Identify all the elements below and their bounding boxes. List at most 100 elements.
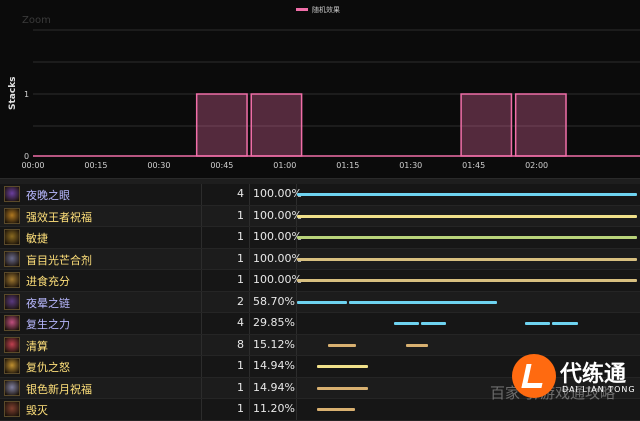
y-axis-ticks: 01 [24, 90, 29, 161]
buff-row[interactable]: 夜晕之链 2 58.70% [0, 291, 640, 313]
buff-uptime: 100.00% [253, 251, 302, 265]
stacks-chart: Zoom 随机效果 Stacks 01 00:00 00:15 00:30 00:45… [0, 0, 640, 178]
chart-grid [33, 29, 640, 127]
column-divider [296, 184, 297, 205]
buff-uptime: 29.85% [253, 316, 295, 329]
x-tick-label: 01:00 [273, 161, 296, 170]
buff-uptime: 11.20% [253, 402, 295, 415]
buff-row[interactable]: 复仇之怒 1 14.94% [0, 356, 640, 378]
column-divider [249, 291, 250, 312]
uptime-segment [421, 322, 446, 325]
buff-row[interactable]: 银色新月祝福 1 14.94% [0, 377, 640, 399]
buff-row[interactable]: 清算 8 15.12% [0, 334, 640, 356]
buff-row[interactable]: 盲目光芒合剂 1 100.00% [0, 248, 640, 270]
buff-uptime: 100.00% [253, 230, 302, 243]
column-divider [296, 377, 297, 398]
agility-icon [4, 229, 20, 245]
buff-count: 1 [237, 230, 244, 243]
column-divider [249, 356, 250, 377]
buff-row[interactable]: 夜晚之眼 4 100.00% [0, 184, 640, 206]
column-divider [296, 270, 297, 291]
column-divider [296, 205, 297, 226]
buff-count: 1 [237, 359, 244, 372]
column-divider [296, 227, 297, 248]
column-divider [201, 205, 202, 226]
buff-count: 1 [237, 273, 244, 286]
column-divider [249, 313, 250, 334]
x-axis-ticks: 00:00 00:15 00:30 00:45 01:00 01:15 01:30 01:45… [21, 161, 548, 170]
purple-eye-icon [4, 186, 20, 202]
column-divider [249, 334, 250, 355]
buff-count: 8 [237, 337, 244, 351]
buff-count: 4 [237, 187, 244, 200]
kings-blessing-icon [4, 207, 20, 224]
uptime-segment [348, 300, 497, 304]
buff-uptime: 100.00% [253, 273, 302, 286]
column-divider [249, 377, 250, 398]
buff-count: 2 [237, 294, 244, 308]
dailiantong-logo: 代练通 DAI LIAN TONG [512, 352, 638, 404]
uptime-timeline [297, 378, 640, 399]
buff-uptime: 15.12% [253, 337, 295, 351]
buff-name[interactable]: 银色新月祝福 [26, 382, 92, 396]
uptime-segment [297, 214, 637, 218]
legend-swatch [296, 8, 308, 11]
buff-name[interactable]: 复生之力 [26, 318, 70, 331]
column-divider [249, 270, 250, 291]
buff-uptime: 100.00% [253, 208, 302, 222]
buff-row[interactable]: 复生之力 4 29.85% [0, 313, 640, 335]
column-divider [201, 184, 202, 205]
uptime-segment [297, 257, 637, 261]
buff-count: 1 [237, 402, 244, 415]
buff-name[interactable]: 复仇之怒 [26, 361, 70, 374]
uptime-segment [297, 279, 637, 282]
x-tick-label: 01:30 [399, 161, 422, 170]
reckoning-icon [4, 336, 20, 353]
column-divider [201, 270, 202, 291]
uptime-timeline [297, 356, 640, 377]
buff-name[interactable]: 盲目光芒合剂 [26, 253, 92, 267]
uptime-timeline [297, 313, 640, 334]
uptime-timeline [297, 206, 640, 227]
buff-uptime: 58.70% [253, 294, 295, 308]
column-divider [201, 313, 202, 334]
buff-name[interactable]: 强效王者祝福 [26, 210, 92, 224]
uptime-segment [393, 322, 419, 325]
column-divider [296, 248, 297, 269]
column-divider [249, 227, 250, 248]
buff-name[interactable]: 夜晚之眼 [26, 189, 70, 202]
column-divider [296, 313, 297, 334]
column-divider [201, 248, 202, 269]
buff-count: 1 [237, 380, 244, 394]
rebirth-icon [4, 315, 20, 331]
uptime-segment [552, 322, 578, 325]
x-tick-label: 02:00 [525, 161, 548, 170]
column-divider [296, 291, 297, 312]
x-tick-label: 00:15 [84, 161, 107, 170]
buff-name[interactable]: 清算 [26, 339, 48, 353]
buff-name[interactable]: 毁灭 [26, 404, 48, 417]
column-divider [201, 291, 202, 312]
buff-count: 1 [237, 208, 244, 222]
column-divider [201, 334, 202, 355]
silver-crescent-icon [4, 379, 20, 396]
column-divider [201, 356, 202, 377]
chart-legend[interactable]: 随机效果 [296, 5, 340, 14]
buff-name[interactable]: 敏捷 [26, 232, 48, 245]
legend-label: 随机效果 [312, 5, 340, 14]
uptime-timeline [297, 270, 640, 291]
buff-row[interactable]: 进食充分 1 100.00% [0, 270, 640, 292]
uptime-segment [297, 236, 637, 239]
uptime-segment [317, 408, 356, 411]
buff-row[interactable]: 敏捷 1 100.00% [0, 227, 640, 249]
column-divider [201, 399, 202, 420]
uptime-timeline [297, 335, 640, 356]
buff-row[interactable]: 强效王者祝福 1 100.00% [0, 205, 640, 227]
chart-table-divider [0, 178, 640, 184]
x-tick-label: 01:15 [336, 161, 359, 170]
buff-count: 1 [237, 251, 244, 265]
uptime-segment [405, 343, 428, 347]
buff-name[interactable]: 进食充分 [26, 275, 70, 288]
y-tick-label: 1 [24, 90, 29, 99]
buff-name[interactable]: 夜晕之链 [26, 296, 70, 310]
